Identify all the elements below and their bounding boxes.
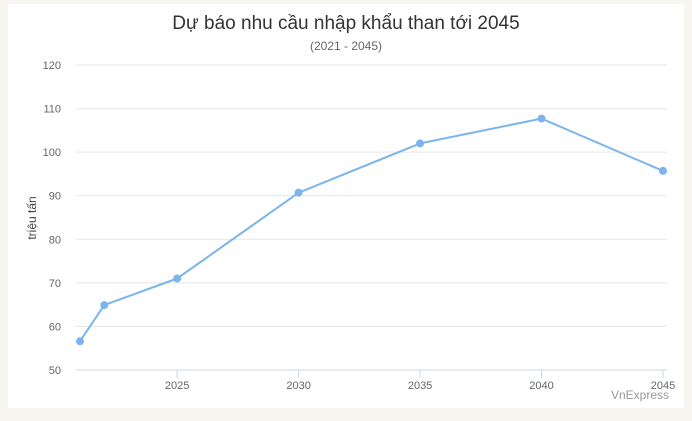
data-point[interactable] — [537, 114, 546, 123]
x-tick-label: 2025 — [165, 380, 189, 392]
data-point[interactable] — [100, 301, 109, 310]
credit-label[interactable]: VnExpress — [611, 388, 669, 402]
y-tick-label: 60 — [49, 321, 61, 333]
x-tick-label: 2030 — [286, 380, 310, 392]
series-group — [76, 114, 667, 346]
x-tick-label: 2045 — [651, 380, 675, 392]
y-tick-label: 70 — [49, 278, 61, 290]
y-tick-label: 120 — [43, 60, 61, 72]
data-point[interactable] — [76, 337, 84, 346]
gridlines — [76, 64, 667, 371]
y-axis-label: triệu tấn — [25, 196, 39, 239]
data-point[interactable] — [659, 166, 667, 175]
y-axis-ticks: 50 60 70 80 90 100 110 120 — [43, 60, 61, 377]
chart-subtitle: (2021 - 2045) — [310, 39, 382, 53]
y-tick-label: 50 — [49, 365, 61, 377]
x-axis-ticks: 2025 2030 2035 2040 2045 — [165, 370, 675, 392]
x-tick-label: 2035 — [408, 380, 432, 392]
chart-title: Dự báo nhu cầu nhập khẩu than tới 2045 — [172, 13, 519, 34]
x-tick-label: 2040 — [529, 380, 553, 392]
y-tick-label: 90 — [49, 191, 61, 203]
data-point[interactable] — [416, 139, 425, 148]
y-tick-label: 80 — [49, 234, 61, 246]
data-point[interactable] — [294, 188, 303, 197]
y-tick-label: 110 — [43, 104, 61, 116]
data-point[interactable] — [173, 274, 182, 283]
y-tick-label: 100 — [43, 147, 61, 159]
chart-card — [8, 4, 684, 408]
